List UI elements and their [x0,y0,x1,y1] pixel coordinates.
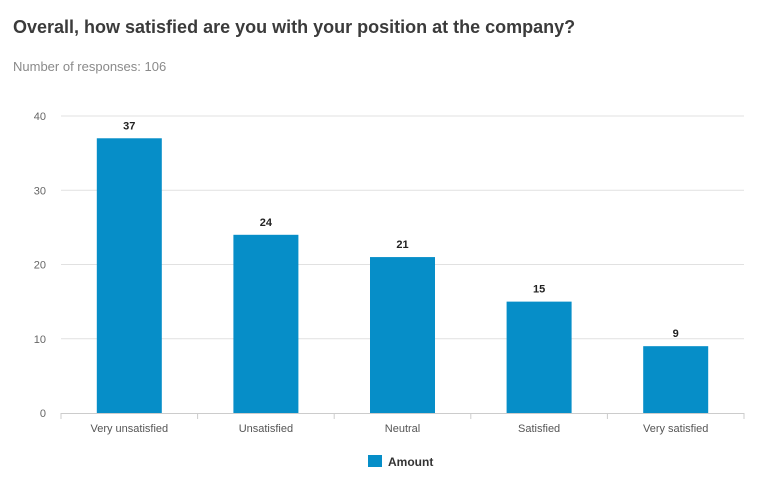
data-label: 24 [260,217,273,229]
x-category-label: Very unsatisfied [90,423,168,435]
y-tick-label: 40 [34,111,46,123]
x-category-label: Satisfied [518,423,560,435]
legend-label-amount: Amount [388,455,433,469]
x-category-label: Very satisfied [643,423,708,435]
bar[interactable] [506,301,572,413]
y-axis-ticks: 0 10 20 30 40 [34,111,46,420]
data-label: 37 [123,120,135,132]
data-label: 15 [533,284,545,296]
bar[interactable] [96,138,162,413]
chart-title: Overall, how satisfied are you with your… [13,17,576,37]
data-labels: 37 24 21 15 9 [123,120,679,340]
y-tick-label: 10 [34,334,46,346]
bar[interactable] [643,346,709,413]
bar[interactable] [233,234,299,413]
legend[interactable]: Amount [368,455,433,469]
legend-swatch-amount [368,455,382,467]
y-tick-label: 20 [34,260,46,272]
response-count: Number of responses: 106 [13,59,167,74]
data-label: 9 [673,328,679,340]
y-tick-label: 30 [34,185,46,197]
bars [96,138,709,413]
x-axis: Very unsatisfied Unsatisfied Neutral Satisf… [60,413,745,435]
data-label: 21 [396,239,408,251]
y-tick-label: 0 [40,408,46,420]
x-category-label: Neutral [385,423,420,435]
bar[interactable] [370,257,435,413]
x-category-label: Unsatisfied [239,423,293,435]
